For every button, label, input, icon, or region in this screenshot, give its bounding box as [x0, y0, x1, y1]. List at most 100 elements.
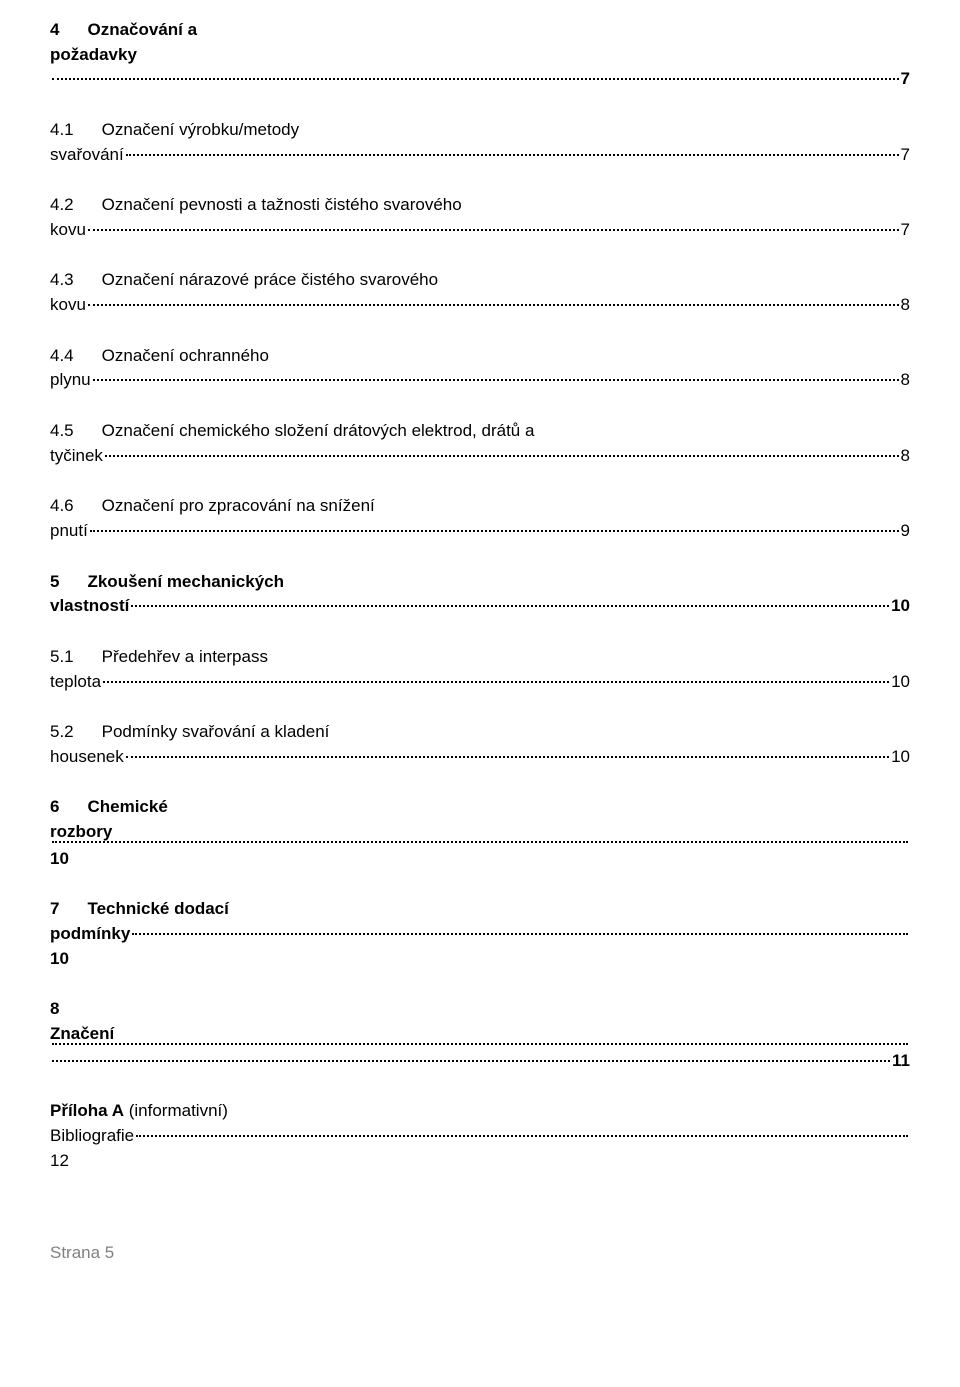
toc-entry-title: 4.5 Označení chemického složení drátových…: [50, 419, 910, 444]
annex-note: (informativní): [129, 1101, 228, 1120]
toc-entry: 6Chemickérozbory10: [50, 795, 910, 871]
dot-leader: [52, 1060, 890, 1062]
toc-dotline: kovu 8: [50, 293, 910, 318]
toc-entry-title: 4.4 Označení ochranného: [50, 344, 910, 369]
toc-page-number: 10: [50, 947, 910, 972]
toc-entry-number: 8: [50, 999, 59, 1018]
dot-leader: [131, 605, 889, 607]
toc-entry: 4.3 Označení nárazové práce čistého svaro…: [50, 268, 910, 317]
toc-dotline: 7: [50, 67, 910, 92]
toc-entry-text-line2: svařování: [50, 143, 124, 168]
toc-page-number: 7: [901, 67, 910, 92]
toc-entry-title: 7 Technické dodací: [50, 897, 910, 922]
toc-entry-title: 4.1 Označení výrobku/metody: [50, 118, 910, 143]
toc-entry: 4.1 Označení výrobku/metody svařování 7: [50, 118, 910, 167]
toc-entry-text-line2: kovu: [50, 293, 86, 318]
toc-entry-text-line2: tyčinek: [50, 444, 103, 469]
toc-entry-text-line2: pnutí: [50, 519, 88, 544]
annex-label: Příloha A: [50, 1101, 124, 1120]
toc-dotline: vlastností 10: [50, 594, 910, 619]
toc-entry-text-line1: Podmínky svařování a kladení: [102, 722, 330, 741]
dot-leader: [52, 841, 908, 843]
toc-dotline: tyčinek 8: [50, 444, 910, 469]
toc-entry-text-line1: Označení chemického složení drátových el…: [102, 421, 535, 440]
dot-leader: [132, 933, 908, 935]
toc-entry-title: 4.3 Označení nárazové práce čistého svaro…: [50, 268, 910, 293]
table-of-contents: 4 Označování a požadavky 7 4.1 Označení výro…: [50, 18, 910, 1073]
toc-entry-text-line2: požadavky: [50, 43, 910, 68]
dot-leader: [103, 681, 889, 683]
toc-entry-number: 6: [50, 797, 59, 816]
toc-entry-title: 8: [50, 997, 910, 1022]
toc-entry-number: 4.6: [50, 496, 74, 515]
annex-bibliography: Bibliografie: [50, 1124, 134, 1149]
toc-page-number: 7: [901, 143, 910, 168]
dot-leader: [88, 304, 899, 306]
toc-entry-text-line2: housenek: [50, 745, 124, 770]
toc-entry-number: 4: [50, 20, 59, 39]
toc-entry-text-line1: Chemické: [87, 797, 167, 816]
page-footer: Strana 5: [50, 1243, 910, 1263]
toc-entry-number: 7: [50, 899, 59, 918]
toc-dotline: plynu 8: [50, 368, 910, 393]
annex-title-line: Příloha A (informativní): [50, 1099, 910, 1124]
toc-page-number: 10: [891, 745, 910, 770]
toc-entry-title: 4 Označování a: [50, 18, 910, 43]
dot-leader: [136, 1135, 908, 1137]
toc-entry-text-line2: vlastností: [50, 594, 129, 619]
toc-entry: 8Značení 11: [50, 997, 910, 1073]
toc-entry: 5.1 Předehřev a interpass teplota 10: [50, 645, 910, 694]
toc-entry-title: 5Zkoušení mechanických: [50, 570, 910, 595]
toc-entry-number: 4.2: [50, 195, 74, 214]
dot-leader: [52, 78, 899, 80]
toc-entry-text-line1: Zkoušení mechanických: [87, 572, 284, 591]
toc-dotline: svařování 7: [50, 143, 910, 168]
toc-page-number: 10: [50, 847, 910, 872]
toc-entry: 4.4 Označení ochranného plynu 8: [50, 344, 910, 393]
toc-entry: 4 Označování a požadavky 7: [50, 18, 910, 92]
toc-page-number: 11: [892, 1049, 910, 1074]
toc-entry-text-line1: Označení ochranného: [102, 346, 269, 365]
toc-entry-text-line2: podmínky: [50, 922, 130, 947]
dot-leader: [105, 455, 899, 457]
toc-entry-title: 5.1 Předehřev a interpass: [50, 645, 910, 670]
toc-page-number: 9: [901, 519, 910, 544]
toc-entry-text-line2: teplota: [50, 670, 101, 695]
dot-leader: [88, 229, 899, 231]
toc-entry-text-line1: Označení nárazové práce čistého svarovéh…: [102, 270, 438, 289]
toc-entry: 5.2 Podmínky svařování a kladení housenek …: [50, 720, 910, 769]
toc-entry-title: 5.2 Podmínky svařování a kladení: [50, 720, 910, 745]
toc-entry: 4.5 Označení chemického složení drátových…: [50, 419, 910, 468]
toc-entry-text-line1: Označování a: [87, 20, 197, 39]
toc-entry-text-line2: plynu: [50, 368, 91, 393]
toc-entry-title: 6 Chemické: [50, 795, 910, 820]
toc-page-number: 8: [901, 293, 910, 318]
toc-entry-number: 5.2: [50, 722, 74, 741]
toc-page-number: 10: [891, 594, 910, 619]
toc-dotline: pnutí 9: [50, 519, 910, 544]
toc-page-number: 8: [901, 444, 910, 469]
toc-entry: 4.2 Označení pevnosti a tažnosti čistého …: [50, 193, 910, 242]
toc-entry-text-line1: Označení pevnosti a tažnosti čistého sva…: [102, 195, 462, 214]
dot-leader: [90, 530, 899, 532]
document-page: 4 Označování a požadavky 7 4.1 Označení výro…: [0, 0, 960, 1387]
toc-entry-text-line1: Předehřev a interpass: [102, 647, 268, 666]
dot-leader: [126, 756, 889, 758]
toc-page-number: 8: [901, 368, 910, 393]
dot-leader: [126, 154, 899, 156]
toc-entry-number: 4.1: [50, 120, 74, 139]
annex-dotline: Bibliografie: [50, 1124, 910, 1149]
toc-page-number: 7: [901, 218, 910, 243]
dot-leader: [52, 1043, 908, 1045]
toc-entry-title: 4.2 Označení pevnosti a tažnosti čistého …: [50, 193, 910, 218]
toc-entry-number: 4.5: [50, 421, 74, 440]
toc-entry: 4.6Označení pro zpracování na sníženípnu…: [50, 494, 910, 543]
toc-dotline: housenek 10: [50, 745, 910, 770]
toc-entry-number: 4.4: [50, 346, 74, 365]
toc-entry-text-line1: Označení výrobku/metody: [102, 120, 299, 139]
toc-dotline: teplota 10: [50, 670, 910, 695]
toc-entry-number: 5.1: [50, 647, 74, 666]
toc-entry-text-line1: Technické dodací: [87, 899, 228, 918]
toc-entry-number: 4.3: [50, 270, 74, 289]
toc-entry: 7 Technické dodací podmínky10: [50, 897, 910, 971]
